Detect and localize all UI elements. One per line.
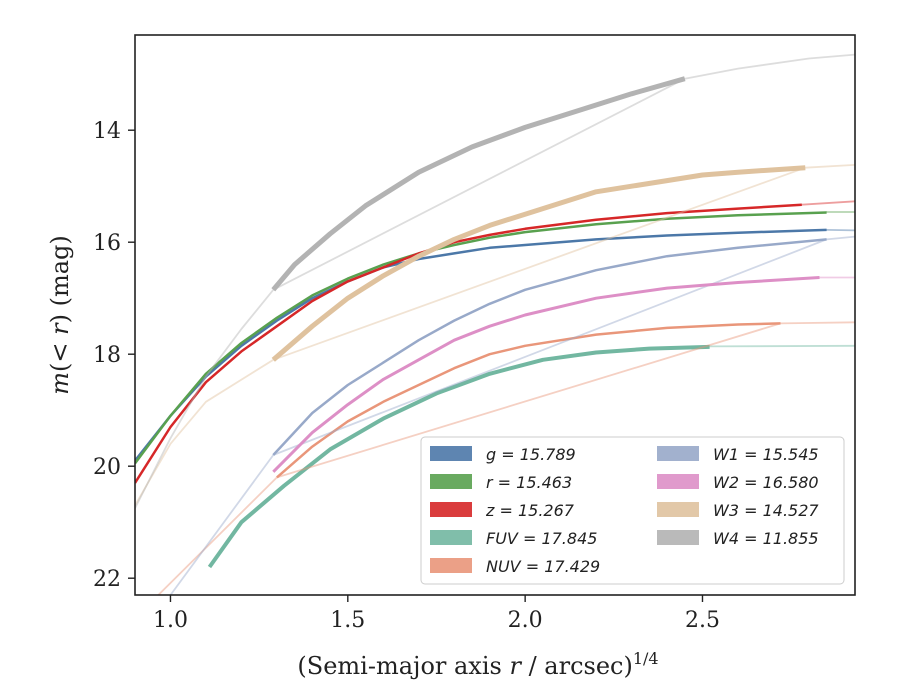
- legend-swatch-w3: [657, 502, 699, 517]
- curve-z: [135, 203, 802, 484]
- curve-fuv-extrapolated: [708, 344, 855, 348]
- legend-swatch-g: [430, 446, 472, 461]
- x-axis-label-post: / arcsec): [521, 652, 633, 680]
- curve-w2: [272, 276, 820, 473]
- x-tick-label: 2.0: [508, 608, 543, 633]
- legend-swatch-fuv: [430, 530, 472, 545]
- x-tick-label: 1.0: [153, 608, 188, 633]
- legend-label-w2: W2 = 16.580: [713, 473, 819, 492]
- curve-g-extrapolated: [825, 229, 855, 232]
- y-axis-label-var: m: [46, 372, 74, 395]
- legend-label-fuv: FUV = 17.845: [486, 529, 597, 548]
- curve-w1: [272, 238, 827, 456]
- curve-r: [135, 211, 827, 465]
- curve-w3-extrapolated: [135, 164, 855, 507]
- y-tick-label: 14: [93, 119, 121, 144]
- y-axis-label: m(< r) (mag): [46, 235, 74, 395]
- curve-w4: [271, 76, 686, 292]
- x-tick-label: 2.5: [685, 608, 720, 633]
- legend-label-r: r = 15.463: [486, 473, 572, 492]
- y-axis-label-var2: r: [46, 322, 74, 335]
- x-axis-label: (Semi-major axis r / arcsec)1/4: [297, 649, 658, 680]
- x-axis-label-sup: 1/4: [633, 649, 659, 668]
- legend-swatch-w1: [657, 446, 699, 461]
- legend-label-nuv: NUV = 17.429: [486, 557, 600, 576]
- legend-entries: g = 15.789 r = 15.463 z = 15.267 FUV = 17.8…: [430, 445, 819, 576]
- curve-nuv-extrapolated: [157, 321, 855, 595]
- y-axis-label-open: (<: [46, 335, 74, 372]
- curve-w3: [271, 165, 806, 362]
- legend-label-z: z = 15.267: [485, 501, 575, 520]
- legend-swatch-w4: [657, 530, 699, 545]
- curve-fuv: [207, 344, 710, 569]
- legend-label-w4: W4 = 11.855: [713, 529, 819, 548]
- legend-swatch-z: [430, 502, 472, 517]
- plot-frame: [134, 34, 856, 596]
- x-axis-label-var: r: [509, 652, 522, 680]
- y-tick-label: 16: [93, 231, 121, 256]
- legend-label-w3: W3 = 14.527: [713, 501, 819, 520]
- legend-label-w1: W1 = 15.545: [713, 445, 819, 464]
- curve-z-extrapolated: [800, 200, 855, 206]
- y-tick-label: 22: [93, 567, 121, 592]
- x-tick-label: 1.5: [330, 608, 365, 633]
- y-axis-label-tail: ) (mag): [46, 235, 74, 323]
- curve-w1-extrapolated: [169, 235, 855, 595]
- legend: g = 15.789 r = 15.463 z = 15.267 FUV = 17.8…: [420, 436, 845, 585]
- curve-layer: [135, 53, 855, 595]
- legend-swatch-r: [430, 474, 472, 489]
- legend-box: [420, 436, 845, 585]
- y-tick-label: 18: [93, 343, 121, 368]
- tick-layer: 1.0 1.5 2.0 2.5 14 16 18 20 22: [93, 119, 720, 633]
- legend-swatch-nuv: [430, 558, 472, 573]
- y-tick-label: 20: [93, 455, 121, 480]
- x-axis-label-pre: (Semi-major axis: [297, 652, 509, 680]
- curve-nuv: [276, 322, 781, 479]
- legend-label-g: g = 15.789: [486, 445, 576, 464]
- legend-swatch-w2: [657, 474, 699, 489]
